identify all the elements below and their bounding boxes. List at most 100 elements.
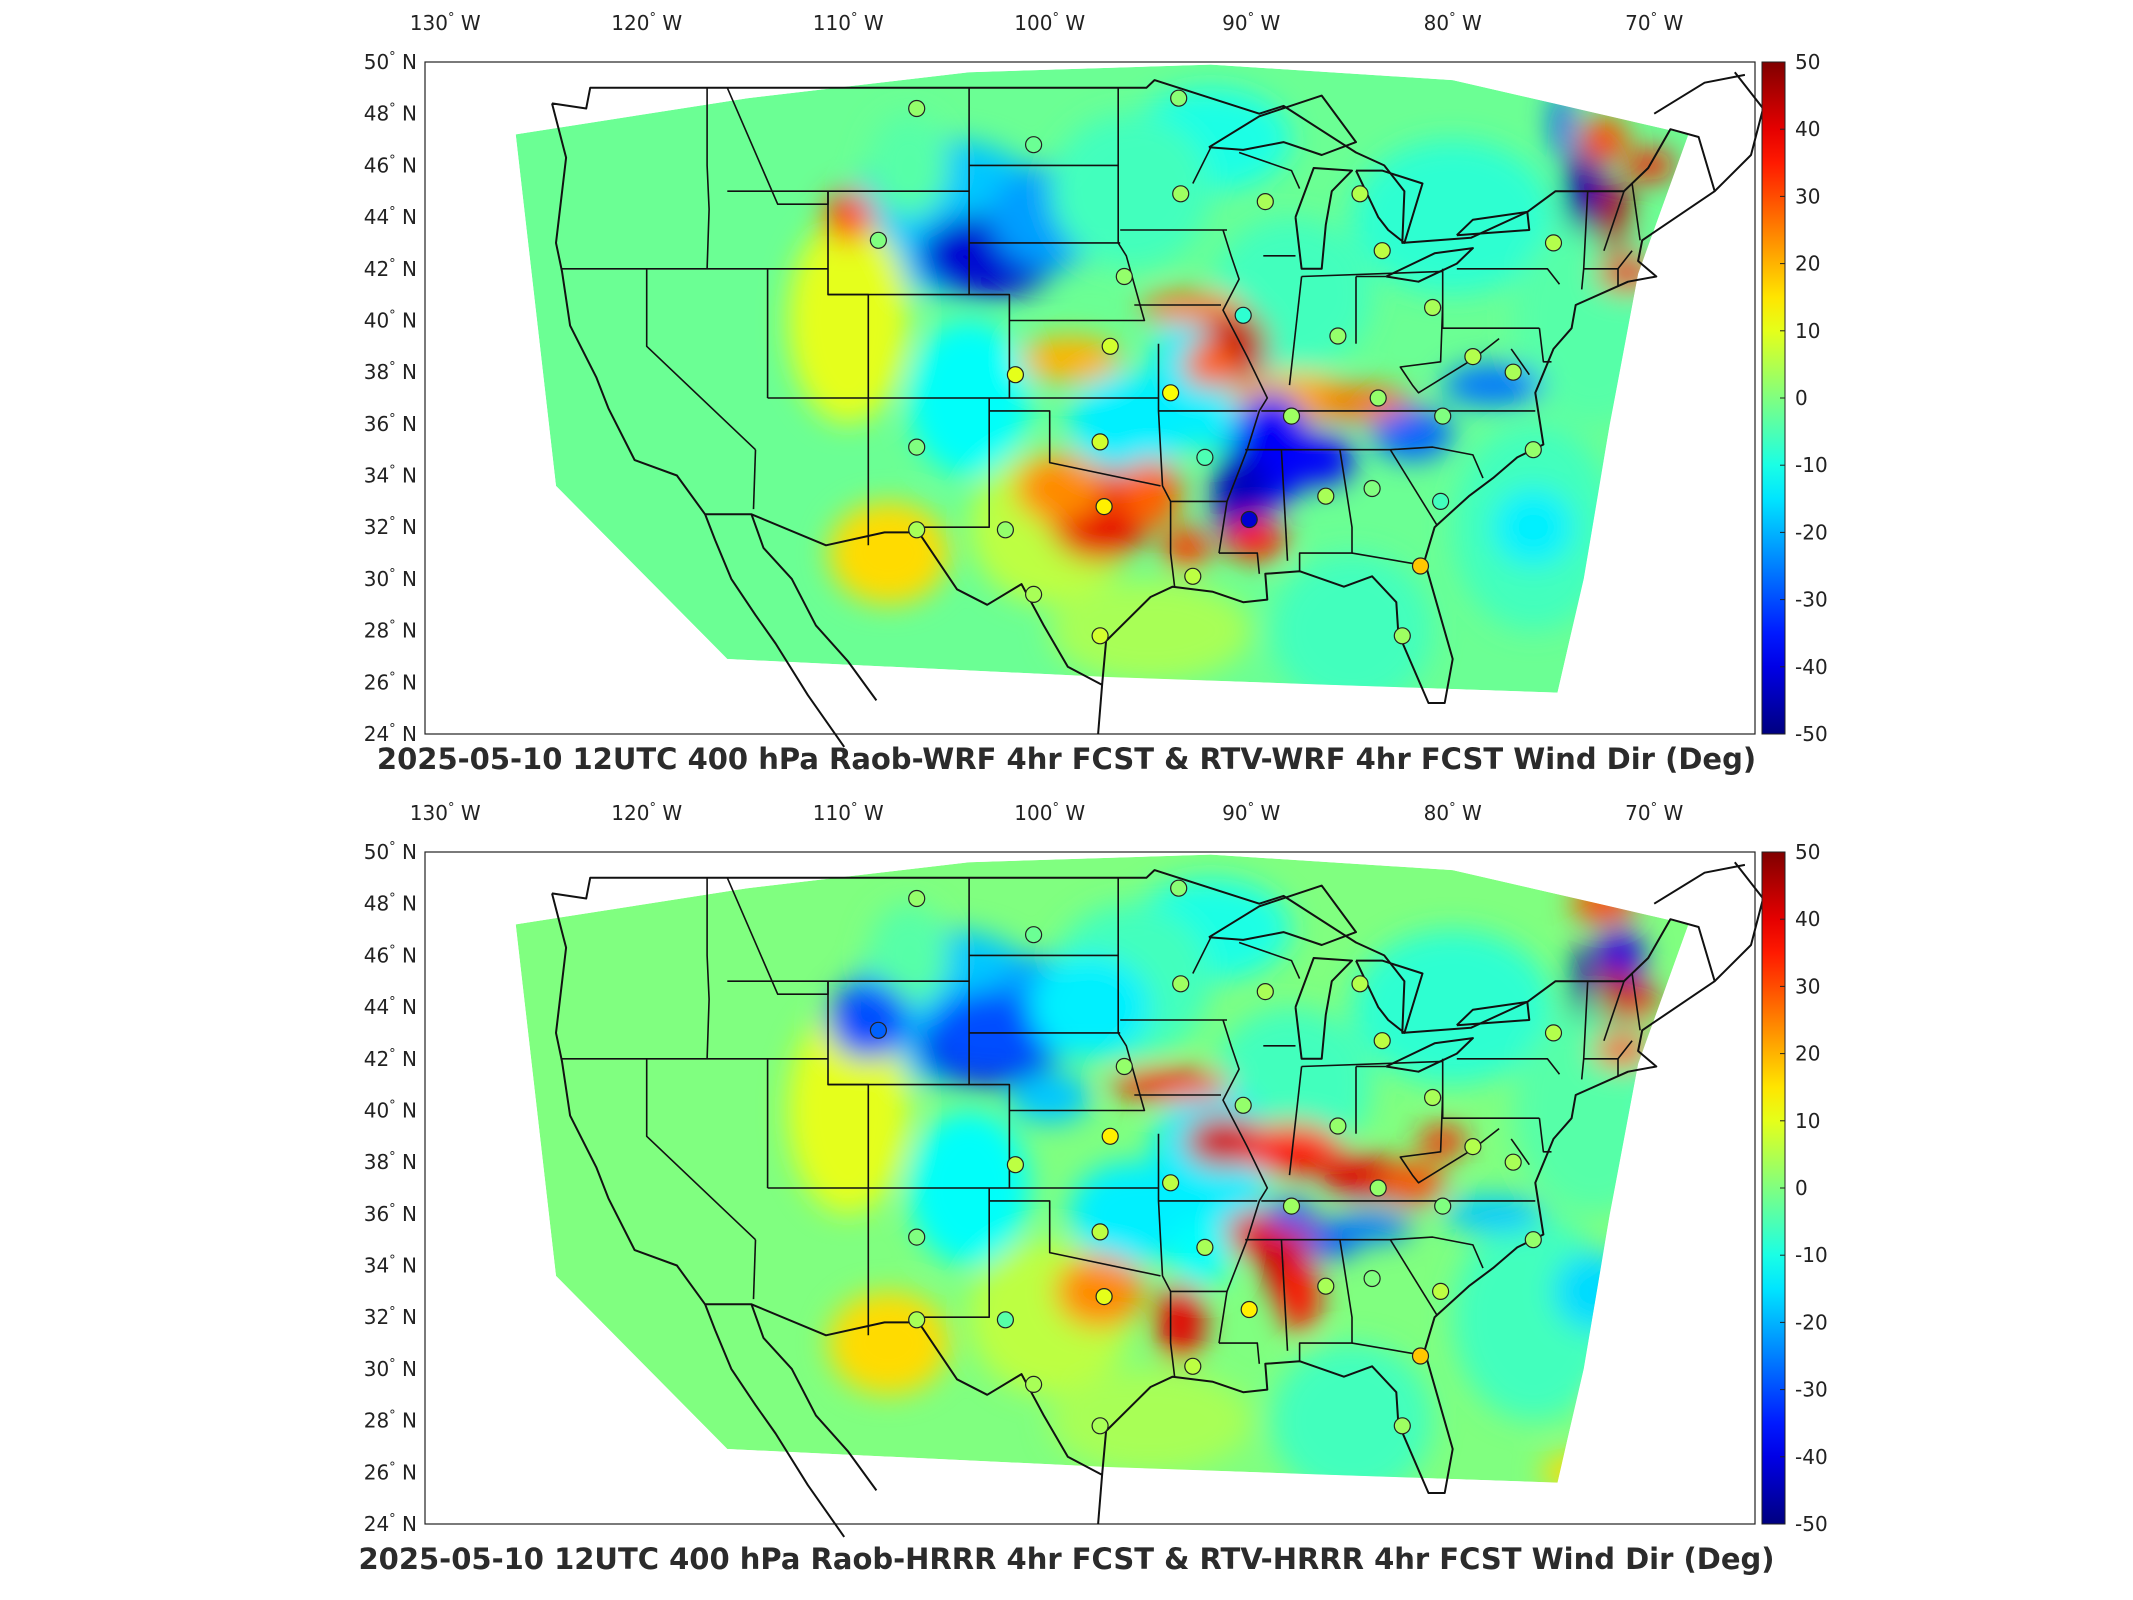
field-anomaly (1049, 578, 1252, 683)
raob-station-marker (1256, 983, 1274, 1001)
lon-tick-label: 70° W (1625, 801, 1683, 825)
field-anomaly (1110, 1069, 1232, 1101)
lat-tick-label: 48° N (364, 892, 417, 916)
lat-tick-label: 50° N (364, 50, 417, 74)
field-anomaly (1442, 1195, 1544, 1232)
raob-station-marker (1256, 193, 1274, 211)
field-anomaly (828, 501, 949, 605)
raob-station-marker (908, 1311, 926, 1329)
raob-station-marker (1282, 407, 1301, 425)
lat-tick-label: 36° N (364, 1202, 417, 1226)
state-border (1441, 268, 1540, 330)
map-title: 2025-05-10 12UTC 400 hPa Raob-WRF 4hr FC… (376, 742, 1757, 776)
raob-station-marker (1172, 185, 1190, 203)
state-border (645, 268, 757, 451)
state-border (968, 87, 1011, 398)
lon-tick-label: 90° W (1222, 801, 1280, 825)
great-lake-outline (1456, 1000, 1531, 1027)
lon-tick-label: 110° W (813, 11, 884, 35)
state-border (1510, 348, 1530, 376)
colorbar-tick-label: -40 (1795, 1445, 1828, 1469)
raob-station-marker (1431, 1282, 1450, 1300)
state-border (1456, 1057, 1561, 1075)
colorbar-tick-label: 0 (1795, 386, 1808, 410)
raob-station-marker (1024, 1375, 1043, 1394)
great-lake-outline (1294, 957, 1353, 1060)
raob-station-marker (1544, 1024, 1563, 1042)
raob-station-marker (908, 438, 926, 456)
coastline-segment (1653, 73, 1746, 115)
colorbar-tick-label: 50 (1795, 840, 1820, 864)
raob-station-marker (1161, 1174, 1180, 1192)
state-border (1218, 229, 1269, 554)
colorbar-tick-label: 50 (1795, 50, 1820, 74)
raob-station-marker (1434, 1197, 1452, 1215)
colorbar-tick-label: 10 (1795, 319, 1820, 343)
raob-station-marker (1524, 441, 1542, 459)
colorbar-tick-label: -40 (1795, 655, 1828, 679)
field-anomaly (1182, 341, 1240, 388)
colorbar-tick-label: 0 (1795, 1176, 1808, 1200)
field-anomaly (1009, 1071, 1090, 1124)
state-border (1389, 449, 1438, 526)
lat-tick-label: 36° N (364, 412, 417, 436)
lat-tick-label: 46° N (364, 153, 417, 177)
raob-station-marker (1363, 1269, 1381, 1288)
field-anomaly (1418, 1126, 1467, 1157)
lat-tick-label: 46° N (364, 943, 417, 967)
raob-stations (869, 89, 1563, 645)
lat-tick-label: 30° N (364, 567, 417, 591)
raob-station-marker (1095, 1288, 1113, 1306)
state-border (1288, 276, 1303, 386)
state-border (1238, 941, 1301, 979)
colorbar-tick-label: -50 (1795, 1512, 1828, 1536)
state-border (1192, 936, 1212, 974)
state-border (1157, 343, 1176, 587)
raob-station-marker (1234, 1096, 1252, 1114)
lon-tick-label: 100° W (1014, 11, 1085, 35)
lon-tick-label: 130° W (410, 11, 481, 35)
map-panel-bottom: 130° W 120° W 110° W 100° W 90° W 80° W 70° W 5… (0, 790, 2133, 1600)
field-anomaly (1241, 1123, 1342, 1175)
raob-station-marker (1329, 1117, 1347, 1135)
map-figure: 130° W 120° W 110° W 100° W 90° W 80° W 70° W 5… (364, 11, 1828, 748)
lat-tick-label: 26° N (364, 670, 417, 694)
state-border (706, 87, 710, 269)
coastline-segment (750, 1303, 878, 1491)
lat-tick-label: 50° N (364, 840, 417, 864)
great-lake-outline (1355, 169, 1424, 244)
colorbar-tick-label: 20 (1795, 252, 1820, 276)
lon-tick-label: 90° W (1222, 11, 1280, 35)
lon-tick-label: 70° W (1625, 11, 1683, 35)
wind-direction-field (515, 854, 1689, 1483)
lon-tick-label: 120° W (611, 801, 682, 825)
field-anomaly (1624, 981, 1657, 1023)
raob-station-marker (1351, 975, 1369, 993)
lat-tick-label: 32° N (364, 1305, 417, 1329)
lat-tick-label: 48° N (364, 102, 417, 126)
map-title: 2025-05-10 12UTC 400 hPa Raob-HRRR 4hr F… (358, 1542, 1775, 1576)
lat-tick-label: 34° N (364, 464, 417, 488)
lat-tick-label: 34° N (364, 1254, 417, 1278)
field-anomaly (1049, 1368, 1252, 1473)
coastline-segment (1713, 71, 1765, 192)
raob-station-marker (869, 1021, 888, 1039)
raob-station-marker (1464, 1138, 1482, 1156)
raob-station-marker (1464, 348, 1482, 366)
field-anomaly (1140, 292, 1242, 323)
raob-station-marker (1170, 89, 1188, 107)
state-border (1219, 552, 1261, 574)
great-lake-outline (1355, 959, 1424, 1034)
raob-station-marker (1329, 327, 1347, 345)
raob-station-marker (1024, 926, 1043, 944)
state-border (1009, 87, 1146, 322)
field-anomaly (1311, 385, 1413, 422)
lat-tick-label: 28° N (364, 619, 417, 643)
raob-station-marker (1101, 1127, 1119, 1145)
state-border (1288, 1066, 1303, 1176)
colorbar-tick-label: -30 (1795, 588, 1828, 612)
great-lake-outline (1294, 167, 1353, 270)
state-border (1238, 151, 1301, 189)
raob-station-marker (869, 231, 888, 249)
state-border (706, 877, 710, 1059)
